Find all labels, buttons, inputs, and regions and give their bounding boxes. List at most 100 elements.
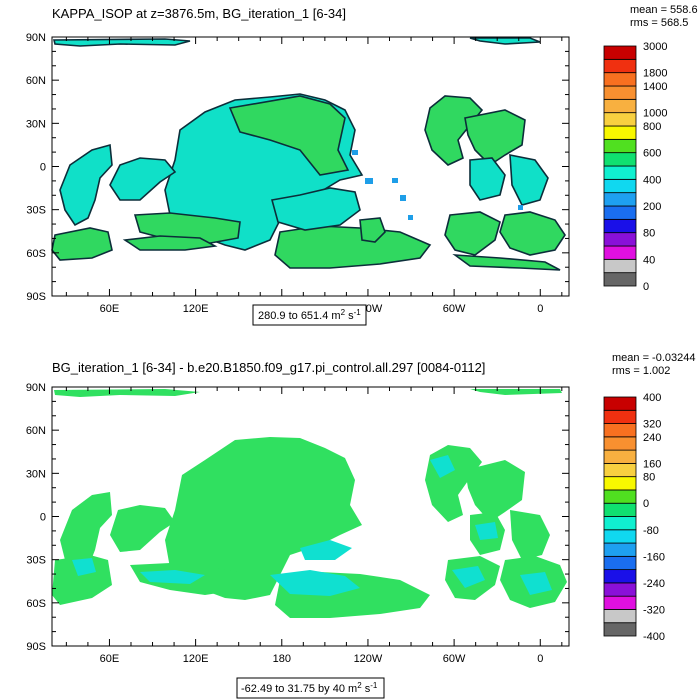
colorbar-label: 80 xyxy=(643,472,655,484)
colorbar-swatch xyxy=(603,165,637,180)
colorbar-label: -160 xyxy=(643,551,665,563)
colorbar-swatch xyxy=(603,45,637,60)
colorbar-swatch xyxy=(603,138,637,154)
panel-1-central-south-land xyxy=(270,187,361,231)
colorbar-swatch xyxy=(603,245,637,260)
panel-2-cyan-patches xyxy=(72,455,552,596)
colorbar-label: 1400 xyxy=(643,81,667,93)
x-tick-label: 0 xyxy=(537,653,543,665)
panel-1-title: KAPPA_ISOP at z=3876.5m, BG_iteration_1 … xyxy=(52,6,346,21)
x-tick-label: 60E xyxy=(100,653,120,665)
colorbar-swatch xyxy=(603,178,637,194)
panel-1-range-label: 280.9 to 651.4 m2 s-1 xyxy=(258,308,361,322)
panel-1-southern-ocean-east xyxy=(274,225,432,269)
panel-1-africa xyxy=(59,143,113,227)
colorbar-swatch xyxy=(603,502,637,517)
panel-2-asia xyxy=(110,505,175,552)
colorbar-swatch xyxy=(603,232,637,247)
colorbar-label: -80 xyxy=(643,525,659,537)
colorbar-label: 0 xyxy=(643,498,649,510)
panel-1-asia xyxy=(109,157,177,201)
panel-1-east-land xyxy=(509,154,549,206)
y-tick-label: 30S xyxy=(26,555,46,567)
colorbar-swatch xyxy=(603,622,637,637)
panel-1-south-east-land-2 xyxy=(499,211,566,256)
y-tick-label: 90S xyxy=(26,291,46,303)
colorbar-swatch xyxy=(603,112,637,127)
x-tick-label: 120E xyxy=(183,303,209,315)
panel-1-south-east-land xyxy=(444,211,501,256)
colorbar-label: 400 xyxy=(643,174,661,186)
panel-2-range-frame xyxy=(236,677,385,699)
panel-2-land xyxy=(52,389,567,618)
panel-2-africa xyxy=(60,492,112,575)
panel-1-blue-specks xyxy=(352,150,523,220)
x-tick-label: 0 xyxy=(537,303,543,315)
colorbar-label: -400 xyxy=(643,631,665,643)
colorbar-swatch xyxy=(603,192,637,207)
colorbar-swatch xyxy=(603,98,637,114)
panel-2-east-land xyxy=(510,510,550,560)
colorbar-swatch xyxy=(603,396,637,411)
panel-1-arctic-land-east xyxy=(469,37,541,45)
colorbar-swatch xyxy=(603,125,637,140)
colorbar-label: 240 xyxy=(643,432,661,444)
y-tick-label: 90N xyxy=(26,32,46,44)
colorbar-swatch xyxy=(603,85,637,100)
colorbar-label: 3000 xyxy=(643,41,667,53)
x-tick-label: 60E xyxy=(100,303,120,315)
panel-2-rms: rms = 1.002 xyxy=(612,365,670,377)
colorbar-label: 800 xyxy=(643,121,661,133)
y-tick-label: 90N xyxy=(26,382,46,394)
x-tick-label: 120W xyxy=(354,653,383,665)
x-tick-label: 60W xyxy=(443,303,466,315)
colorbar-label: -320 xyxy=(643,604,665,616)
panel-2-range-label: -62.49 to 31.75 by 40 m2 s-1 xyxy=(241,681,378,695)
colorbar-swatch xyxy=(603,569,637,584)
y-tick-label: 60S xyxy=(26,248,46,260)
panel-1-land xyxy=(51,37,566,271)
colorbar-swatch xyxy=(603,409,637,424)
panel-2-mean: mean = -0.03244 xyxy=(612,352,695,364)
colorbar-swatch xyxy=(603,595,637,610)
colorbar-swatch xyxy=(603,152,637,167)
colorbar-label: 40 xyxy=(643,254,655,266)
panel-1: KAPPA_ISOP at z=3876.5m, BG_iteration_1 … xyxy=(26,4,698,326)
colorbar-swatch xyxy=(603,58,637,74)
panel-2-ticks: 60E 120E 180 120W 60W 0 90N 60N 30N 0 30S 60S 90S xyxy=(26,382,569,665)
panel-1-south-pacific-land xyxy=(359,217,386,243)
colorbar-swatch xyxy=(603,489,637,504)
colorbar-swatch xyxy=(603,529,637,544)
colorbar-swatch xyxy=(603,423,637,438)
colorbar-swatch xyxy=(603,462,637,478)
panel-2-south-atlantic-land xyxy=(52,555,112,605)
x-tick-label: 120E xyxy=(183,653,209,665)
colorbar-swatch xyxy=(603,449,637,464)
panel-1-mean: mean = 558.6 xyxy=(630,4,698,16)
panel-2: BG_iteration_1 [6-34] - b.e20.B1850.f09_… xyxy=(26,352,695,699)
panel-2-north-america xyxy=(165,437,362,600)
y-tick-label: 0 xyxy=(40,162,46,174)
panel-2-arctic-land-east xyxy=(470,389,562,395)
panel-1-indian-land xyxy=(469,157,506,201)
panel-2-eurasia-central xyxy=(465,460,525,522)
panel-1-range-box: 280.9 to 651.4 m2 s-1 xyxy=(252,304,367,326)
colorbar-label: 1000 xyxy=(643,108,667,120)
colorbar-swatch xyxy=(603,436,637,451)
panel-1-range-frame xyxy=(252,304,367,326)
colorbar-swatch xyxy=(603,205,637,220)
x-tick-label: 60W xyxy=(443,653,466,665)
y-tick-label: 90S xyxy=(26,641,46,653)
colorbar-label: 600 xyxy=(643,148,661,160)
panel-1-eurasia-east xyxy=(424,95,484,166)
panel-2-title: BG_iteration_1 [6-34] - b.e20.B1850.f09_… xyxy=(52,360,485,375)
panel-2-range-box: -62.49 to 31.75 by 40 m2 s-1 xyxy=(236,677,385,699)
y-tick-label: 60N xyxy=(26,425,46,437)
colorbar-swatch xyxy=(603,516,637,531)
x-tick-label: 180 xyxy=(273,653,291,665)
colorbar-swatch xyxy=(603,542,637,557)
